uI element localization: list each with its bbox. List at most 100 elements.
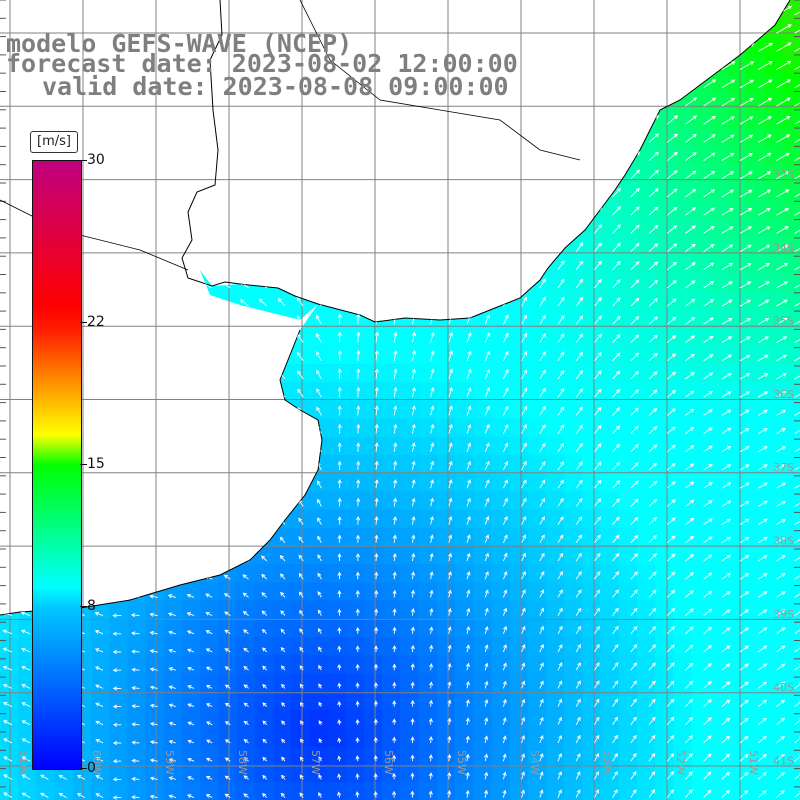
wind-arrow — [502, 625, 507, 634]
wind-arrow — [703, 590, 713, 598]
wind-arrow — [703, 771, 712, 780]
wind-cell — [218, 637, 238, 656]
wind-arrow — [685, 445, 695, 453]
wind-arrow — [93, 557, 104, 562]
wind-arrow — [374, 479, 379, 489]
colorbar-tick-label: 8 — [87, 597, 96, 614]
wind-cell — [91, 709, 110, 729]
wind-arrow — [521, 187, 527, 198]
wind-cell — [491, 582, 511, 602]
wind-arrow — [721, 244, 734, 252]
wind-arrow — [630, 4, 641, 16]
wind-cell — [364, 182, 383, 201]
wind-arrow — [262, 665, 268, 671]
wind-cell — [0, 345, 19, 365]
wind-arrow — [337, 204, 342, 216]
wind-cell — [200, 254, 219, 274]
wind-arrow — [94, 666, 104, 671]
wind-arrow — [168, 758, 176, 763]
wind-arrow — [239, 353, 249, 362]
wind-cell — [163, 655, 183, 674]
wind-arrow — [757, 134, 772, 143]
wind-arrow — [356, 479, 361, 489]
wind-cell — [582, 728, 602, 747]
wind-cell — [782, 109, 800, 128]
wind-arrow — [19, 176, 31, 181]
wind-cell — [418, 691, 438, 711]
wind-cell — [364, 691, 383, 711]
wind-arrow — [648, 607, 657, 616]
wind-arrow — [261, 573, 268, 580]
wind-cell — [127, 327, 147, 347]
wind-arrow — [466, 607, 471, 616]
wind-cell — [691, 418, 711, 438]
wind-cell — [509, 709, 529, 729]
wind-arrow — [337, 773, 342, 780]
wind-arrow — [612, 41, 622, 52]
wind-arrow — [410, 772, 415, 780]
wind-cell — [637, 546, 656, 565]
wind-cell — [91, 418, 110, 438]
lon-label: 57W — [309, 750, 322, 775]
wind-arrow — [411, 113, 417, 125]
wind-cell — [364, 109, 383, 128]
wind-arrow — [258, 207, 268, 216]
wind-cell — [582, 291, 602, 310]
wind-arrow — [594, 734, 600, 744]
wind-cell — [491, 200, 511, 219]
wind-arrow — [448, 479, 453, 489]
wind-arrow — [630, 96, 641, 107]
wind-cell — [109, 655, 128, 674]
wind-cell — [163, 127, 183, 147]
wind-cell — [418, 127, 438, 147]
wind-arrow — [612, 151, 622, 161]
wind-arrow — [21, 684, 31, 689]
wind-cell — [145, 546, 165, 565]
wind-cell — [418, 473, 438, 492]
wind-cell — [582, 72, 602, 92]
wind-cell — [764, 673, 784, 693]
wind-arrow — [280, 774, 286, 780]
wind-arrow — [739, 554, 750, 562]
wind-arrow — [183, 301, 195, 307]
wind-arrow — [411, 258, 417, 270]
wind-arrow — [594, 716, 600, 726]
wind-arrow — [539, 278, 546, 289]
wind-arrow — [356, 22, 361, 34]
wind-arrow — [557, 369, 565, 380]
wind-cell — [473, 764, 492, 784]
wind-arrow — [484, 168, 491, 179]
wind-arrow — [465, 699, 470, 707]
wind-arrow — [277, 352, 286, 362]
wind-cell — [600, 691, 620, 711]
wind-cell — [637, 182, 656, 201]
wind-cell — [345, 600, 365, 620]
wind-arrow — [575, 607, 582, 616]
wind-cell — [182, 509, 201, 529]
wind-arrow — [703, 317, 714, 325]
wind-cell — [364, 18, 383, 37]
wind-arrow — [648, 771, 656, 780]
wind-cell — [254, 764, 274, 784]
wind-cell — [418, 218, 438, 238]
wind-arrow — [410, 790, 415, 798]
wind-cell — [473, 473, 492, 492]
wind-arrow — [757, 79, 773, 89]
wind-cell — [455, 564, 474, 583]
wind-cell — [273, 582, 292, 602]
wind-arrow — [299, 609, 304, 616]
wind-arrow — [776, 24, 792, 34]
wind-cell — [637, 327, 656, 347]
wind-cell — [564, 527, 583, 547]
wind-cell — [527, 691, 547, 711]
wind-arrow — [757, 735, 767, 744]
wind-arrow — [521, 23, 527, 34]
wind-cell — [436, 509, 456, 529]
wind-arrow — [243, 629, 249, 635]
wind-arrow — [757, 189, 772, 198]
wind-arrow — [557, 387, 565, 398]
wind-arrow — [539, 497, 546, 507]
wind-cell — [473, 782, 492, 800]
wind-cell — [163, 273, 183, 292]
